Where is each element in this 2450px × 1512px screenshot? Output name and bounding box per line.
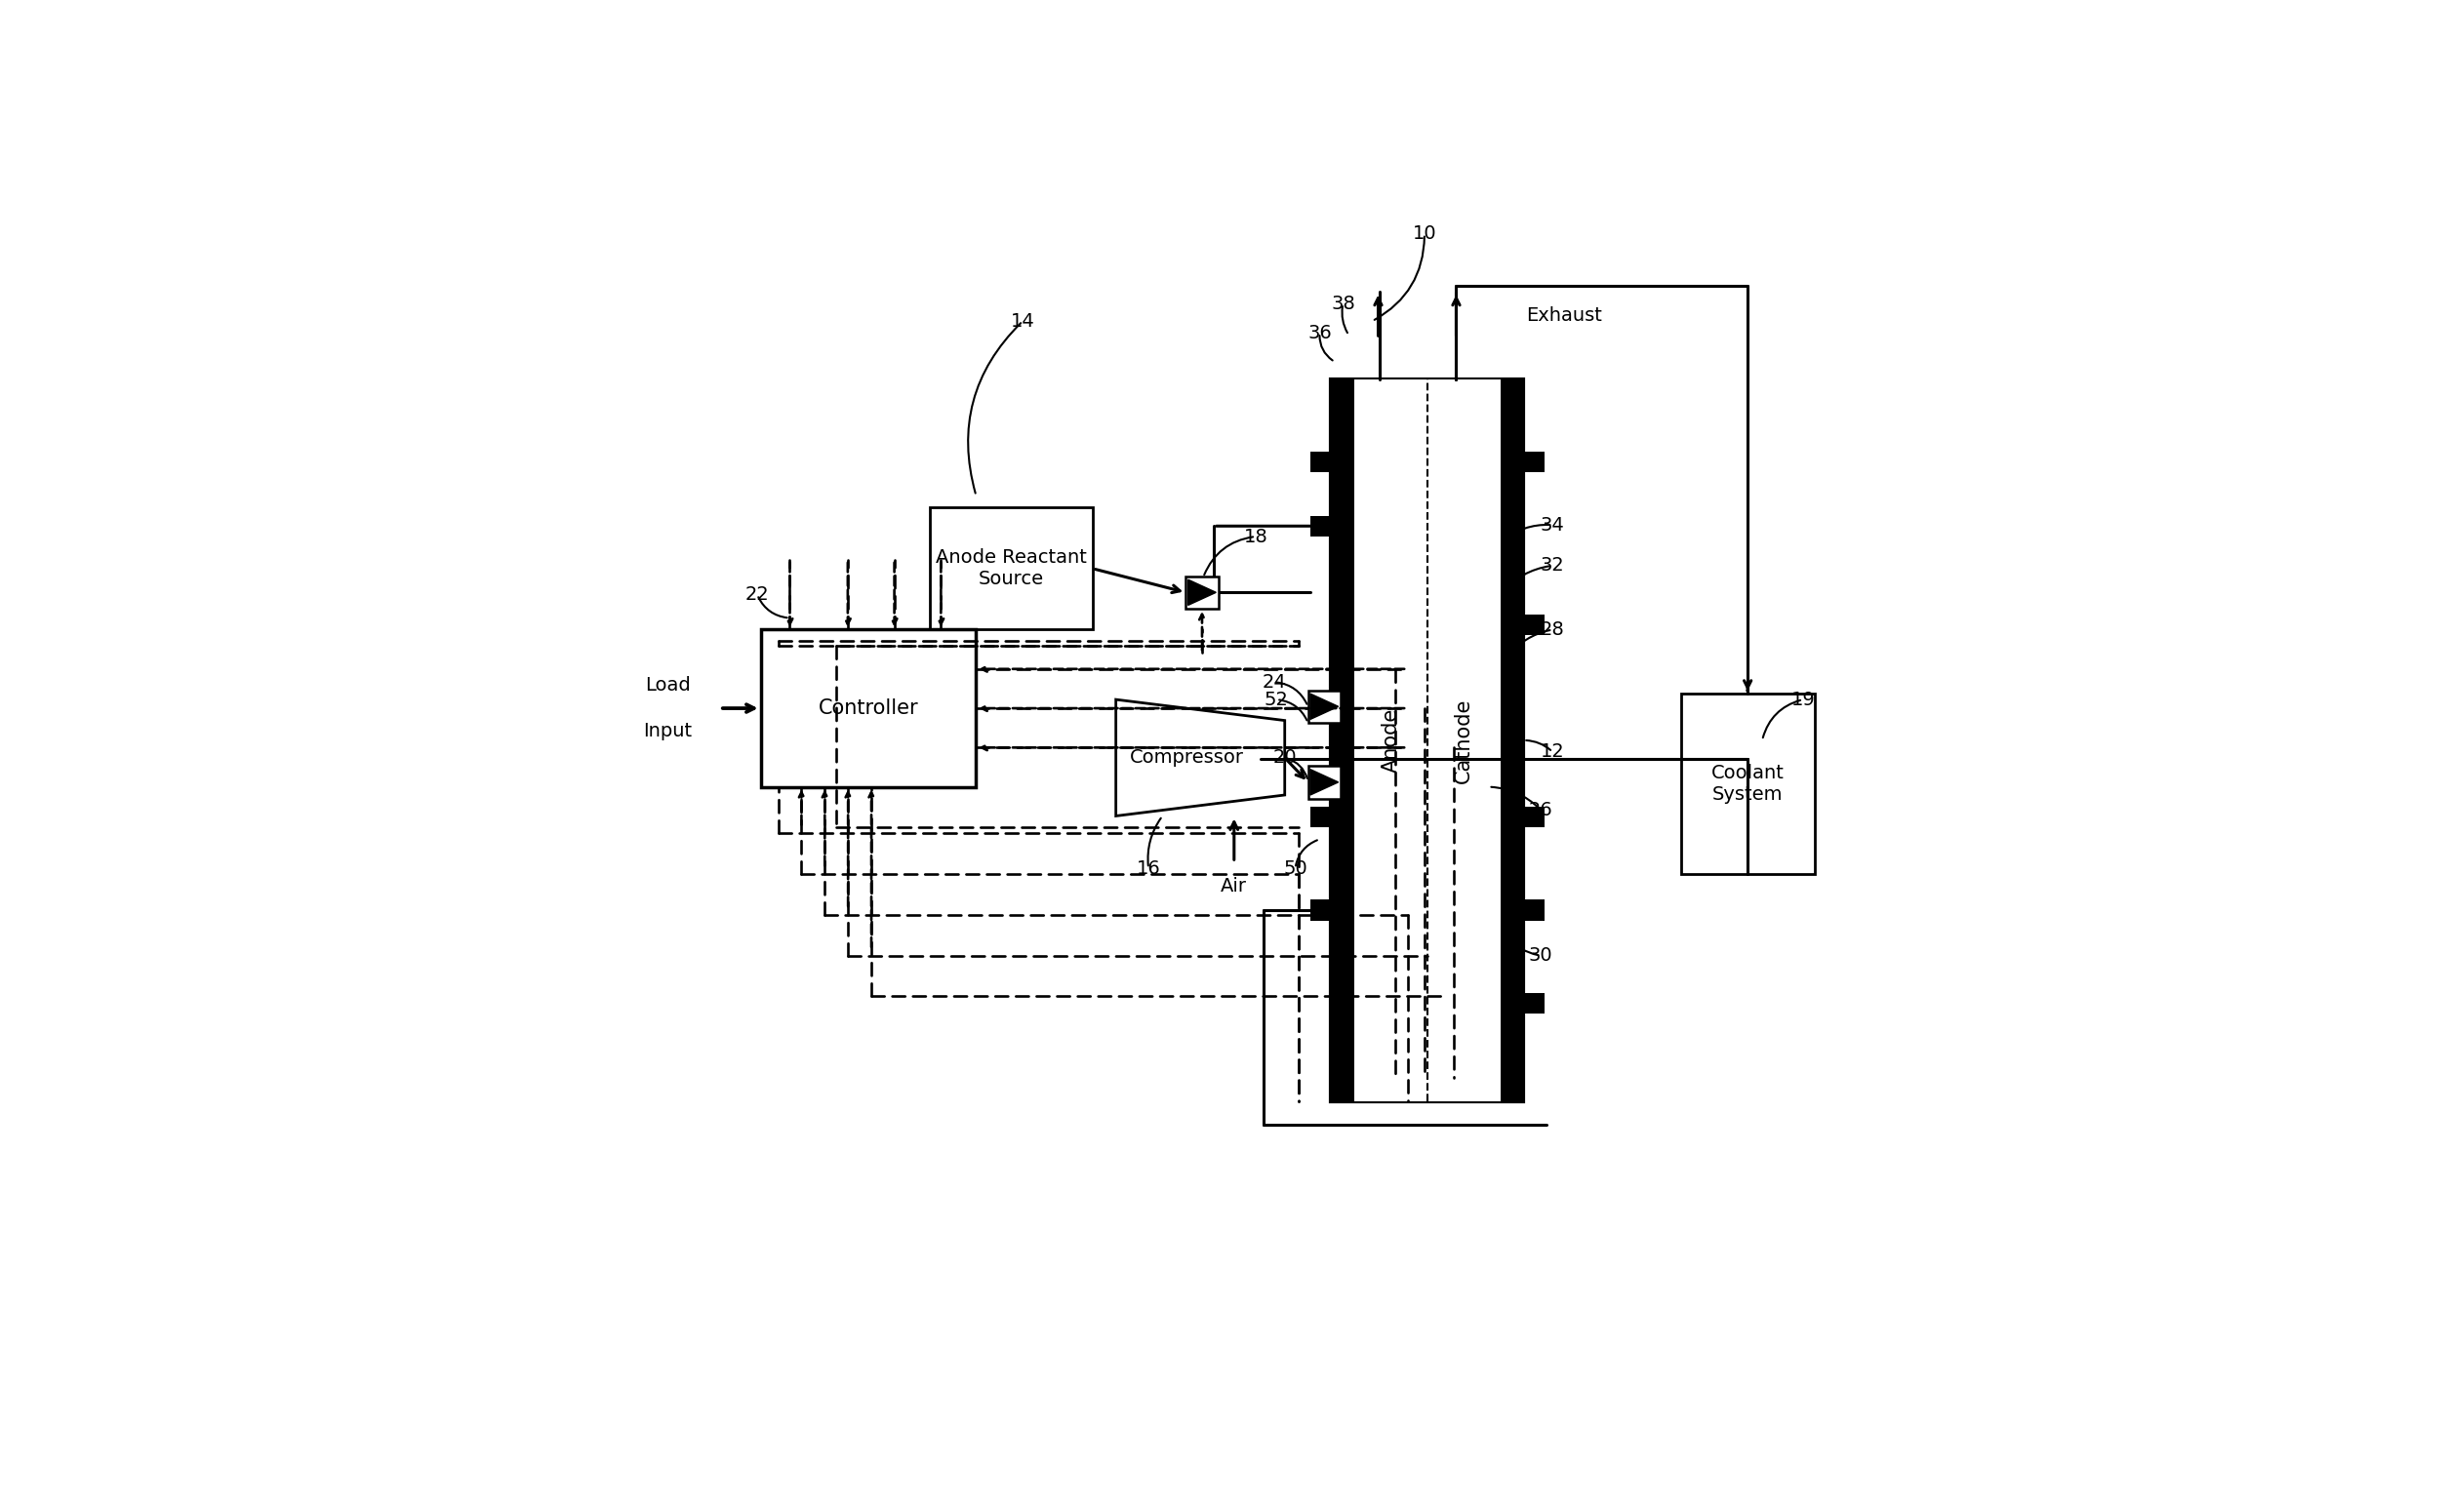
Text: 34: 34 — [1541, 516, 1566, 534]
Text: 19: 19 — [1791, 691, 1815, 709]
Bar — [929, 508, 1093, 629]
Text: 28: 28 — [1541, 620, 1566, 640]
Text: Air: Air — [1220, 877, 1247, 895]
Text: Coolant
System: Coolant System — [1710, 764, 1784, 804]
Bar — [1311, 900, 1330, 921]
Text: Compressor: Compressor — [1129, 748, 1245, 767]
Text: Cathode: Cathode — [1453, 697, 1472, 783]
Text: 20: 20 — [1272, 748, 1296, 767]
Bar — [1330, 380, 1355, 1101]
Text: Exhaust: Exhaust — [1526, 305, 1602, 325]
Bar — [1524, 993, 1544, 1015]
Text: Input: Input — [642, 723, 691, 741]
Bar — [1524, 614, 1544, 635]
Text: 22: 22 — [745, 585, 769, 603]
Polygon shape — [1311, 770, 1338, 795]
Bar — [1499, 380, 1524, 1101]
Bar — [1311, 452, 1330, 472]
Bar — [760, 629, 975, 786]
Text: 14: 14 — [1012, 311, 1034, 331]
Text: 26: 26 — [1529, 801, 1553, 820]
Text: 12: 12 — [1541, 742, 1566, 761]
Text: 50: 50 — [1284, 859, 1308, 877]
Text: 36: 36 — [1308, 324, 1333, 342]
Text: 24: 24 — [1262, 673, 1286, 691]
Bar — [1524, 806, 1544, 827]
Text: Load: Load — [644, 676, 691, 694]
Text: 16: 16 — [1137, 859, 1161, 877]
Bar — [1311, 516, 1330, 537]
Bar — [1681, 694, 1815, 874]
Bar — [1524, 452, 1544, 472]
Text: Anode: Anode — [1382, 708, 1401, 773]
Bar — [1311, 806, 1330, 827]
Bar — [1186, 576, 1218, 609]
Text: 30: 30 — [1529, 947, 1553, 965]
Bar — [1308, 767, 1340, 798]
Text: 38: 38 — [1330, 295, 1355, 313]
Bar — [1355, 380, 1499, 1101]
Polygon shape — [1311, 694, 1338, 720]
Bar — [1330, 380, 1524, 1101]
Bar — [1524, 900, 1544, 921]
Text: 52: 52 — [1264, 691, 1289, 709]
Text: Controller: Controller — [818, 699, 919, 718]
Text: 32: 32 — [1541, 556, 1566, 575]
Text: 10: 10 — [1414, 225, 1436, 243]
Text: 18: 18 — [1245, 528, 1267, 546]
Bar — [1308, 689, 1340, 723]
Text: Anode Reactant
Source: Anode Reactant Source — [936, 549, 1088, 588]
Polygon shape — [1188, 579, 1215, 605]
Polygon shape — [1115, 700, 1284, 816]
